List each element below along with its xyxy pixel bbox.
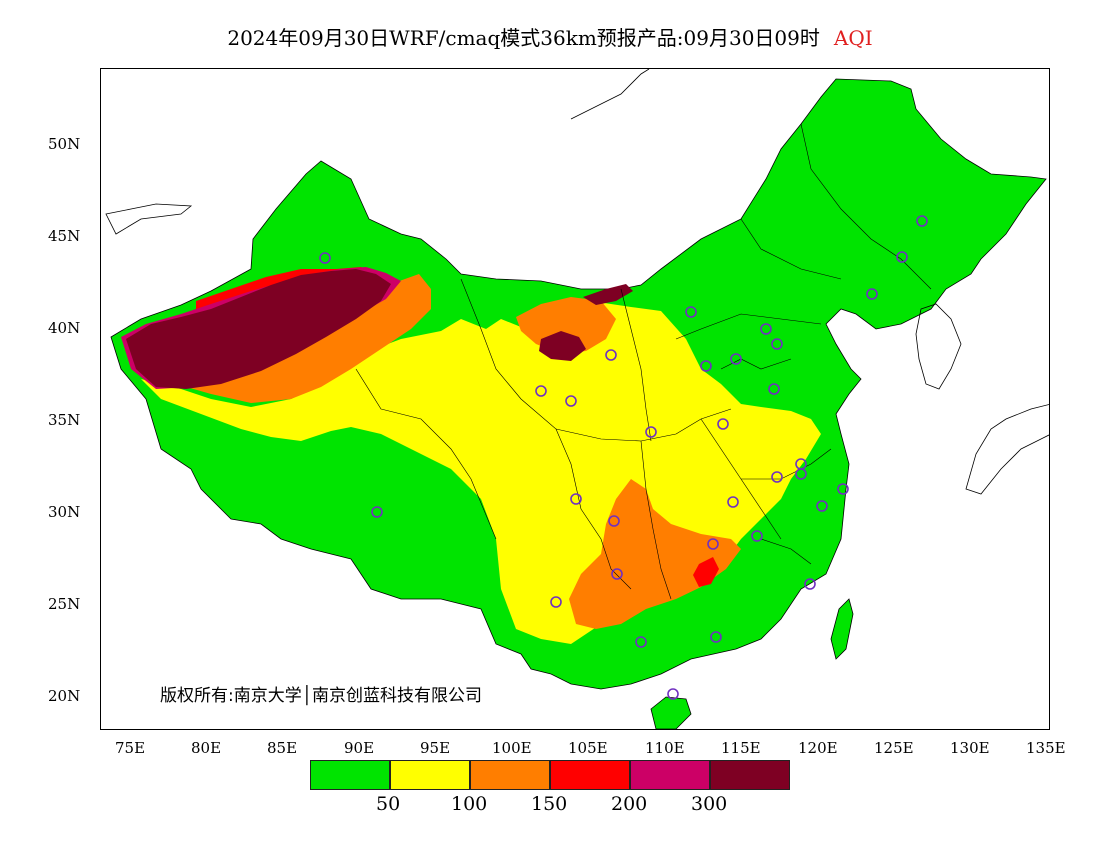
city-marker bbox=[611, 568, 623, 580]
lat-label: 25N bbox=[48, 595, 81, 613]
legend-swatch-unhealthy bbox=[550, 760, 630, 790]
city-marker bbox=[896, 251, 908, 263]
lat-label: 45N bbox=[48, 227, 81, 245]
legend-swatch-usg bbox=[470, 760, 550, 790]
lon-label: 75E bbox=[115, 739, 146, 757]
city-marker bbox=[565, 395, 577, 407]
city-marker bbox=[570, 493, 582, 505]
lon-label: 125E bbox=[874, 739, 914, 757]
outline-west-kazakh bbox=[105, 203, 193, 235]
city-marker bbox=[645, 426, 657, 438]
island-hainan bbox=[650, 696, 692, 729]
lon-label: 95E bbox=[420, 739, 451, 757]
city-marker bbox=[608, 515, 620, 527]
city-marker bbox=[768, 383, 780, 395]
region-hazardous-northeast bbox=[583, 284, 633, 305]
city-marker bbox=[866, 288, 878, 300]
legend-threshold: 50 bbox=[376, 793, 401, 815]
legend-threshold: 200 bbox=[611, 793, 648, 815]
map-frame bbox=[100, 68, 1050, 730]
outline-korea bbox=[915, 303, 962, 390]
city-marker bbox=[771, 471, 783, 483]
lon-label: 135E bbox=[1026, 739, 1066, 757]
lon-label: 105E bbox=[568, 739, 608, 757]
lon-label: 130E bbox=[950, 739, 990, 757]
city-marker bbox=[667, 688, 679, 700]
title-text: 2024年09月30日WRF/cmaq模式36km预报产品:09月30日09时 bbox=[227, 26, 820, 50]
city-marker bbox=[771, 338, 783, 350]
legend-threshold: 100 bbox=[451, 793, 488, 815]
city-marker bbox=[319, 252, 331, 264]
lon-label: 80E bbox=[191, 739, 222, 757]
lon-label: 90E bbox=[344, 739, 375, 757]
lon-label: 100E bbox=[492, 739, 532, 757]
lat-label: 40N bbox=[48, 319, 81, 337]
city-marker bbox=[550, 596, 562, 608]
city-marker bbox=[760, 323, 772, 335]
lat-label: 35N bbox=[48, 411, 81, 429]
city-marker bbox=[371, 506, 383, 518]
legend-swatch-good bbox=[310, 760, 390, 790]
lat-label: 30N bbox=[48, 503, 81, 521]
city-marker bbox=[837, 483, 849, 495]
region-hazardous-north bbox=[539, 331, 586, 361]
city-marker bbox=[730, 353, 742, 365]
copyright-text: 版权所有:南京大学│南京创蓝科技有限公司 bbox=[160, 686, 482, 706]
legend-swatch-very-unhealthy bbox=[630, 760, 710, 790]
city-marker bbox=[795, 458, 807, 470]
city-marker bbox=[717, 418, 729, 430]
lon-label: 85E bbox=[267, 739, 298, 757]
outline-japan bbox=[965, 404, 1049, 495]
city-markers bbox=[319, 215, 928, 700]
city-marker bbox=[710, 631, 722, 643]
city-marker bbox=[804, 578, 816, 590]
variable-label: AQI bbox=[833, 26, 873, 50]
city-marker bbox=[727, 496, 739, 508]
city-marker bbox=[707, 538, 719, 550]
aqi-map bbox=[105, 69, 1049, 729]
region-unhealthy-central bbox=[693, 557, 719, 587]
lon-label: 110E bbox=[645, 739, 685, 757]
lat-label: 20N bbox=[48, 687, 81, 705]
city-marker bbox=[700, 360, 712, 372]
legend-swatch-moderate bbox=[390, 760, 470, 790]
legend-threshold: 150 bbox=[531, 793, 568, 815]
province-boundaries bbox=[355, 123, 932, 600]
city-marker bbox=[751, 530, 763, 542]
city-marker bbox=[685, 306, 697, 318]
island-taiwan bbox=[830, 598, 854, 660]
legend-swatch-hazardous bbox=[710, 760, 790, 790]
city-marker bbox=[535, 385, 547, 397]
lat-label: 50N bbox=[48, 135, 81, 153]
city-marker bbox=[635, 636, 647, 648]
outline-russia-coast bbox=[570, 69, 650, 120]
legend-threshold: 300 bbox=[691, 793, 728, 815]
region-hazardous bbox=[126, 269, 391, 389]
city-marker bbox=[816, 500, 828, 512]
city-marker bbox=[916, 215, 928, 227]
lon-label: 120E bbox=[798, 739, 838, 757]
lon-label: 115E bbox=[721, 739, 761, 757]
map-title: 2024年09月30日WRF/cmaq模式36km预报产品:09月30日09时 A… bbox=[0, 22, 1100, 51]
city-marker bbox=[605, 349, 617, 361]
